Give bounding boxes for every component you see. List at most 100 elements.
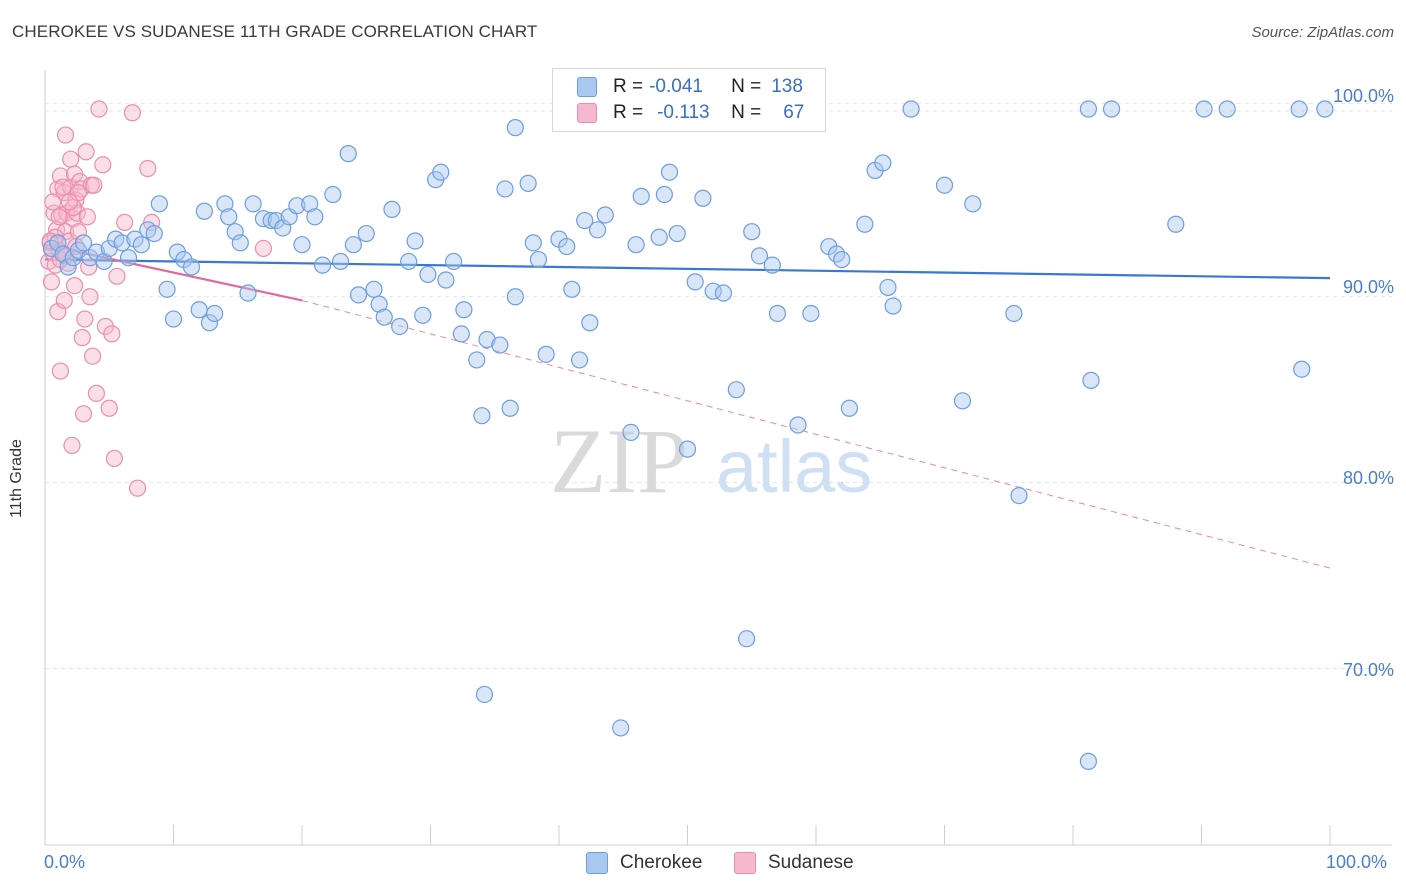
cherokee-point (239, 284, 257, 302)
bottom-legend-cherokee: Cherokee (586, 852, 702, 874)
bottom-legend-sudanese: Sudanese (734, 852, 854, 874)
cherokee-point (964, 195, 982, 213)
cherokee-point (743, 223, 761, 241)
cherokee-point (727, 381, 745, 399)
cherokee-point (370, 295, 388, 313)
cherokee-point (244, 195, 262, 213)
cherokee-point (391, 317, 409, 336)
grid-lines (45, 102, 1392, 669)
cherokee-point (953, 392, 972, 410)
cherokee-point (714, 284, 733, 302)
sudanese-point (87, 384, 106, 402)
cherokee-point (501, 399, 519, 417)
cherokee-point (570, 351, 589, 369)
sudanese-point (65, 276, 84, 295)
sudanese-point (56, 126, 75, 144)
cherokee-point (49, 234, 67, 252)
cherokee-point (678, 440, 697, 458)
sudanese-point (44, 193, 62, 211)
legend-n-label: N = (731, 102, 762, 123)
cherokee-point (119, 249, 138, 267)
cherokee-point (496, 180, 514, 198)
watermark-atlas: atlas (716, 425, 872, 508)
cherokee-point (1167, 215, 1185, 233)
cherokee-point (596, 206, 614, 224)
legend-swatch-sudanese (577, 103, 597, 123)
y-tick-label: 70.0% (1342, 660, 1394, 680)
cherokee-point (581, 314, 599, 332)
cherokee-point (1079, 752, 1098, 770)
x-tick-label-max: 100.0% (1326, 852, 1388, 872)
cherokee-point (622, 423, 640, 442)
cherokee-point (100, 239, 118, 258)
sudanese-point (90, 100, 108, 118)
cherokee-point (686, 273, 704, 291)
cherokee-point (306, 208, 324, 226)
bottom-legend-label-sudanese: Sudanese (768, 852, 854, 873)
sudanese-point (42, 273, 61, 291)
cherokee-point (612, 719, 630, 737)
cherokee-point (738, 630, 756, 648)
cherokee-point (158, 280, 176, 298)
cherokee-point (182, 258, 201, 276)
legend-r-value: -0.113 (657, 102, 710, 123)
cherokee-point (339, 145, 357, 163)
sudanese-point (51, 362, 70, 380)
cherokee-point (288, 197, 306, 215)
cherokee-point (383, 200, 401, 218)
cherokee-point (406, 232, 424, 250)
cherokee-point (195, 202, 213, 220)
y-tick-label: 80.0% (1342, 468, 1394, 488)
legend-swatch-cherokee (577, 77, 597, 97)
cherokee-point (694, 189, 712, 207)
cherokee-point (331, 252, 350, 271)
sudanese-point (77, 143, 95, 161)
sudanese-point (116, 213, 134, 231)
cherokee-point (833, 250, 851, 269)
cherokee-point (349, 286, 368, 304)
cherokee-point (231, 234, 249, 252)
cherokee-point (220, 208, 238, 226)
cherokee-point (655, 185, 673, 204)
cherokee-point (400, 252, 418, 271)
cherokee-point (437, 271, 455, 289)
cherokee-point (357, 224, 375, 243)
cherokee-point (1079, 100, 1098, 118)
y-axis-label: 11th Grade (8, 439, 25, 518)
cherokee-point (375, 308, 393, 326)
cherokee-point (750, 247, 769, 265)
cherokee-point (840, 399, 859, 417)
cherokee-point (588, 221, 607, 239)
legend-n-value: 138 (771, 76, 803, 97)
legend-r-value: -0.041 (649, 76, 703, 97)
stats-legend: R = -0.041 N = 138 R = -0.113 N = 67 (552, 68, 826, 132)
sudanese-point (51, 167, 70, 185)
sudanese-point (54, 178, 72, 196)
bottom-legend-swatch-cherokee (586, 852, 608, 874)
cherokee-point (132, 236, 150, 254)
legend-r-label: R = (613, 76, 644, 97)
cherokee-point (200, 314, 219, 332)
sudanese-point (108, 267, 126, 285)
cherokee-point (576, 211, 594, 230)
cherokee-point (324, 185, 342, 204)
cherokee-point (874, 154, 892, 172)
sudanese-point (63, 436, 81, 455)
cherokee-point (478, 330, 496, 349)
sudanese-trend-line (44, 243, 303, 302)
sudanese-point (254, 239, 273, 258)
cherokee-point (563, 280, 581, 298)
cherokee-point (301, 195, 319, 213)
bottom-legend-swatch-sudanese (734, 852, 756, 874)
cherokee-point (1082, 371, 1100, 389)
sudanese-point (60, 193, 79, 211)
sudanese-point (83, 347, 102, 365)
cherokee-point (506, 288, 524, 306)
legend-r-label: R = (613, 102, 644, 123)
cherokee-trend-line (44, 258, 1331, 280)
cherokee-point (206, 304, 224, 323)
cherokee-point (879, 278, 897, 297)
sudanese-point (69, 223, 88, 241)
cherokee-point (145, 224, 163, 243)
cherokee-point (1195, 100, 1213, 118)
